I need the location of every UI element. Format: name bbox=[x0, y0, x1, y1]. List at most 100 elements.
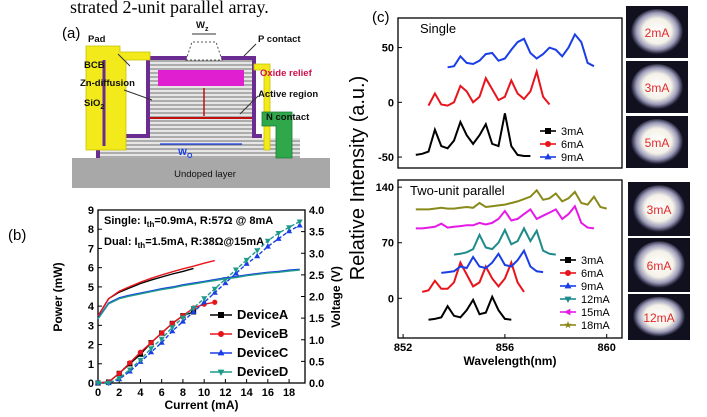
legend-label: DeviceB bbox=[237, 326, 288, 341]
legend-label: 18mA bbox=[581, 320, 610, 332]
y2-tick-label: 1.5 bbox=[309, 313, 324, 325]
x-tick-label: 10 bbox=[198, 387, 210, 399]
marker bbox=[211, 286, 218, 293]
diagram-label: Active region bbox=[258, 89, 318, 100]
y-tick-label: -50 bbox=[378, 152, 394, 164]
y-tick-label: 2 bbox=[88, 340, 94, 352]
x-tick-label: 860 bbox=[598, 342, 616, 354]
label-text: W bbox=[178, 147, 187, 158]
legend-label: 6mA bbox=[561, 139, 584, 151]
y-axis-label: Relative Intensity (a.u.) bbox=[347, 76, 369, 281]
y-tick-label: 1 bbox=[88, 359, 94, 371]
x-tick-label: 14 bbox=[240, 387, 253, 399]
y-tick-label: 3 bbox=[88, 320, 94, 332]
series-line bbox=[415, 204, 595, 230]
marker bbox=[105, 380, 112, 387]
series-line bbox=[421, 259, 525, 293]
surface-relief bbox=[185, 41, 223, 61]
y-tick-label: 7 bbox=[88, 243, 94, 255]
photo-label: 12mA bbox=[643, 311, 674, 325]
series-line bbox=[97, 301, 215, 384]
emission-spot bbox=[630, 9, 684, 55]
near-field-image: 2mA bbox=[626, 6, 688, 58]
label-text: Oxide relief bbox=[260, 68, 313, 79]
label-text: N contact bbox=[266, 112, 310, 123]
annotation-text: Single: I bbox=[104, 215, 147, 227]
chart: 852 856 860 0 70 140 Wavelength(nm) Two-unit pa… bbox=[376, 179, 623, 368]
diagram-label: Zn-diffusion bbox=[80, 78, 135, 89]
marker bbox=[254, 252, 261, 259]
legend-label: DeviceA bbox=[237, 307, 289, 322]
y-tick-label: 0 bbox=[388, 97, 394, 109]
y2-tick-label: 4.0 bbox=[309, 205, 324, 217]
diagram-label: P contact bbox=[258, 34, 301, 45]
marker bbox=[564, 296, 572, 303]
marker bbox=[217, 369, 225, 376]
marker bbox=[565, 257, 571, 263]
marker bbox=[275, 231, 282, 237]
label-text: Active region bbox=[258, 89, 318, 100]
legend-label: DeviceD bbox=[237, 364, 288, 379]
marker bbox=[286, 225, 293, 231]
leader bbox=[117, 53, 131, 67]
panel-text: Single bbox=[420, 21, 456, 36]
label-text: BCB bbox=[84, 60, 105, 71]
label-text: Pad bbox=[88, 34, 106, 45]
marker bbox=[201, 296, 208, 302]
plot-frame bbox=[397, 179, 623, 339]
marker bbox=[218, 312, 224, 318]
annotation-text: =0.9mA, R:57Ω @ 8mA bbox=[154, 215, 273, 227]
y2-tick-label: 2.5 bbox=[309, 270, 324, 282]
marker bbox=[217, 349, 225, 356]
series-line bbox=[97, 268, 300, 319]
marker bbox=[233, 267, 239, 273]
photo-label: 5mA bbox=[645, 136, 670, 150]
marker bbox=[116, 376, 123, 382]
marker bbox=[95, 380, 101, 387]
y2-tick-label: 3.0 bbox=[309, 248, 324, 260]
marker bbox=[169, 325, 176, 331]
series-line bbox=[97, 269, 300, 320]
marker bbox=[190, 306, 197, 312]
marker bbox=[565, 270, 571, 276]
diagram-label: Oxide relief bbox=[260, 68, 313, 79]
x-tick-label: 12 bbox=[219, 387, 231, 399]
marker bbox=[254, 248, 261, 254]
plot-frame bbox=[397, 17, 623, 169]
x-axis-label: Wavelength(nm) bbox=[464, 354, 557, 368]
marker bbox=[564, 308, 571, 316]
marker bbox=[296, 219, 303, 225]
y2-tick-label: 2.0 bbox=[309, 292, 324, 304]
y-tick-label: 4 bbox=[88, 301, 95, 313]
diagram-label: Undoped layer bbox=[174, 169, 236, 180]
marker bbox=[159, 330, 165, 336]
label-text: W bbox=[196, 20, 205, 31]
chart: 0 2 4 6 8 10 12 14 16 1801234567890.00.51.01.52.0… bbox=[51, 205, 343, 412]
photo-label: 2mA bbox=[645, 26, 670, 40]
annotation: Single: Ith=0.9mA, R:57Ω @ 8mA bbox=[104, 215, 273, 229]
marker bbox=[218, 331, 224, 337]
panel-label: (b) bbox=[8, 227, 26, 244]
marker bbox=[126, 367, 133, 373]
x-tick-label: 856 bbox=[496, 342, 514, 354]
series-line bbox=[441, 248, 544, 274]
near-field-image: 5mA bbox=[626, 116, 688, 168]
diagram-label: SiO2 bbox=[84, 98, 104, 111]
emission-spot bbox=[632, 241, 686, 289]
y-tick-label: 8 bbox=[88, 224, 94, 236]
photo-label: 3mA bbox=[645, 81, 670, 95]
diagram-label: BCB bbox=[84, 60, 105, 71]
diagram-label: N contact bbox=[266, 112, 310, 123]
marker bbox=[564, 282, 572, 289]
annotation: Dual: Ith=1.5mA, R:38Ω@15mA bbox=[104, 236, 264, 250]
label-text: Zn-diffusion bbox=[80, 78, 135, 89]
y-tick-label: 70 bbox=[382, 238, 394, 250]
chart: -50 0 50 Relative Intensity (a.u.) Single 3mA… bbox=[347, 17, 623, 281]
marker bbox=[127, 360, 133, 366]
series-line bbox=[453, 226, 556, 256]
marker bbox=[137, 349, 144, 355]
y-tick-label: 50 bbox=[382, 43, 394, 55]
legend-label: 9mA bbox=[581, 281, 604, 293]
lower-mesa bbox=[100, 138, 300, 158]
marker bbox=[158, 336, 165, 343]
